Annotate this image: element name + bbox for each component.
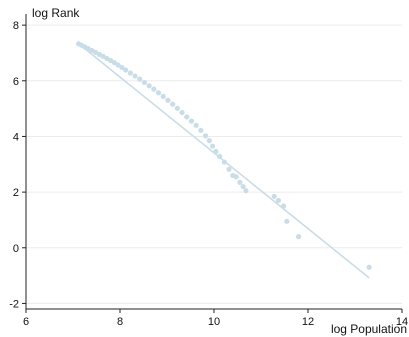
scatter-point [119,64,125,71]
scatter-point [179,109,185,116]
scatter-points [76,41,372,270]
y-tick-label: 4 [13,131,19,143]
scatter-point [127,70,133,76]
scatter-point [151,86,157,92]
scatter-point [146,83,152,89]
scatter-point [202,133,209,139]
scatter-point [233,174,239,180]
scatter-point [243,188,249,194]
scatter-point [206,138,212,144]
scatter-point [155,90,162,96]
scatter-point [170,101,176,107]
scatter-point [284,218,290,224]
x-tick-label: 14 [396,316,408,328]
scatter-point [160,93,166,99]
scatter-point [366,264,372,270]
scatter-point [132,73,138,79]
scatter-point [174,105,180,111]
scatter-point [217,153,223,160]
scatter-point [198,127,204,133]
scatter-point [226,166,232,172]
x-tick-labels: 6 8 10 12 14 [23,316,408,328]
scatter-point [296,234,302,240]
axes [22,14,403,313]
scatter-point [137,76,143,82]
scatter-point [221,159,227,165]
x-axis-title: log Population [331,322,407,336]
scatter-point [213,148,219,155]
scatter-point [115,62,121,68]
y-tick-label: 6 [13,76,19,88]
scatter-point [108,57,114,64]
y-tick-label: -2 [9,298,19,310]
scatter-point [240,183,246,190]
scatter-point [188,118,195,124]
scatter-point [100,53,106,59]
x-tick-label: 6 [23,316,29,328]
y-tick-label: 2 [13,187,19,199]
scatter-point [123,67,129,73]
scatter-point [237,179,243,185]
scatter-point [280,203,287,209]
scatter-point [111,60,117,66]
y-tick-label: 8 [13,20,19,32]
scatter-point [193,122,199,128]
x-tick-label: 8 [117,316,123,328]
y-tick-label: 0 [13,243,19,255]
x-tick-label: 12 [302,316,314,328]
scatter-point [141,79,148,86]
scatter-point [271,193,277,199]
y-axis-title: log Rank [32,6,80,20]
scatter-point [184,114,190,120]
gridlines [26,24,402,304]
x-tick-label: 10 [208,316,220,328]
scatter-point [275,197,281,204]
y-tick-labels: -2 0 2 4 6 8 [9,20,19,310]
scatter-point [165,97,171,103]
scatter-point [209,143,216,149]
